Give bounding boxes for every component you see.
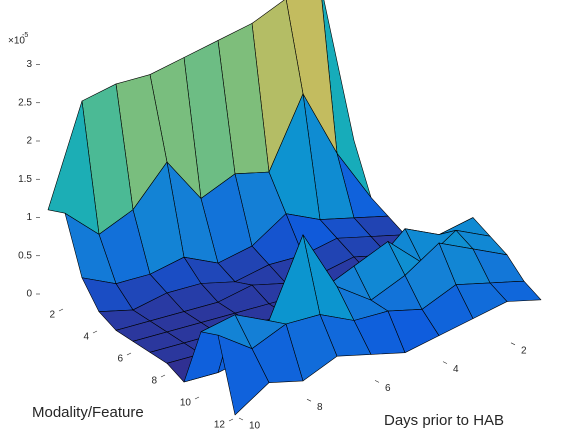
y-tick [126,352,132,356]
z-tick-label: 3 [26,59,32,70]
x-tick-label: 2 [521,345,527,356]
z-tick-label: 1.5 [18,174,32,185]
z-exponent: -5 [22,32,28,39]
x-axis-title: Days prior to HAB [384,412,504,429]
z-tick-label: 0.5 [18,250,32,261]
y-tick [194,396,200,400]
y-tick-label: 10 [180,398,192,409]
y-tick-label: 12 [214,420,226,431]
z-tick-label: 1 [26,212,32,223]
x-tick [374,380,380,383]
x-tick [306,398,312,402]
y-tick [92,330,98,334]
z-tick-label: 2.5 [18,97,32,108]
x-tick-label: 6 [385,383,391,394]
x-tick-label: 8 [317,402,323,413]
x-tick-label: 4 [453,364,459,375]
x-tick-label: 10 [249,421,261,432]
surface-patch [217,334,270,416]
y-axis-title: Modality/Feature [32,404,144,421]
y-tick-label: 4 [83,332,89,343]
y-tick [58,308,64,312]
y-tick-label: 6 [117,354,123,365]
x-tick [238,417,244,421]
z-tick-label: 2 [26,136,32,147]
z-tick-label: 0 [26,289,32,300]
y-tick-label: 2 [49,310,55,321]
y-tick [160,374,166,378]
x-tick [442,361,448,364]
x-tick [510,342,516,346]
y-tick-label: 8 [151,376,157,387]
z-multiplier: ×10 [8,36,25,47]
y-tick [228,418,234,422]
